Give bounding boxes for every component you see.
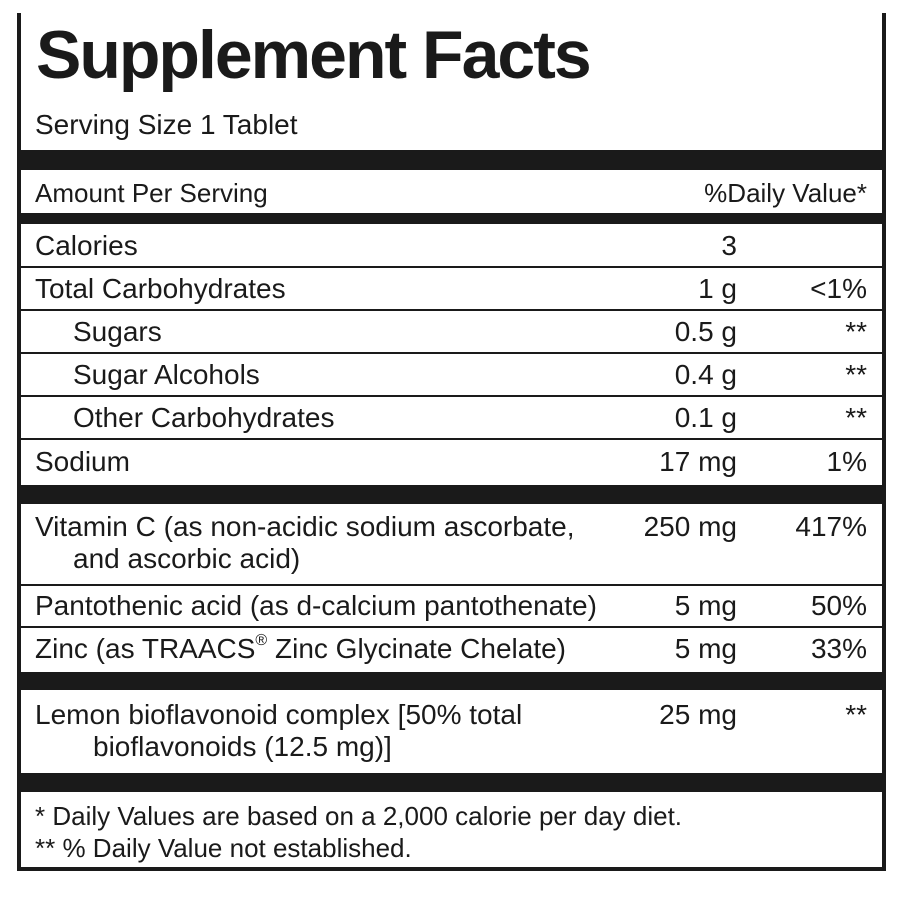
nutrient-amount: 0.4 g bbox=[674, 359, 737, 390]
registered-mark: ® bbox=[255, 632, 268, 649]
nutrient-dv: 50% bbox=[810, 590, 867, 621]
row-divider bbox=[21, 309, 882, 311]
nutrient-name: Sodium bbox=[35, 446, 130, 477]
nutrient-name: Vitamin C (as non-acidic sodium ascorbat… bbox=[35, 513, 575, 573]
table-row: Total Carbohydrates 1 g <1% bbox=[21, 275, 882, 311]
table-row: Sodium 17 mg 1% bbox=[21, 448, 882, 484]
nutrient-name: Pantothenic acid (as d-calcium pantothen… bbox=[35, 590, 597, 621]
thick-divider bbox=[21, 150, 882, 170]
row-divider bbox=[21, 438, 882, 440]
nutrient-name: Sugar Alcohols bbox=[73, 359, 260, 390]
nutrient-dv: ** bbox=[845, 402, 867, 433]
nutrient-name-line2: and ascorbic acid) bbox=[73, 543, 301, 574]
nutrient-dv: 1% bbox=[826, 446, 867, 477]
nutrient-amount: 0.1 g bbox=[674, 402, 737, 433]
table-row: Pantothenic acid (as d-calcium pantothen… bbox=[21, 592, 882, 628]
nutrient-dv: ** bbox=[845, 316, 867, 347]
nutrient-dv: 417% bbox=[795, 511, 867, 542]
table-row: Sugars 0.5 g ** bbox=[21, 318, 882, 354]
nutrient-amount: 25 mg bbox=[659, 699, 737, 730]
thick-divider bbox=[21, 672, 882, 690]
row-divider bbox=[21, 626, 882, 628]
nutrient-dv: <1% bbox=[810, 273, 867, 304]
nutrient-name: Zinc (as TRAACS® Zinc Glycinate Chelate) bbox=[35, 632, 567, 664]
nutrient-name-line2: bioflavonoids (12.5 mg)] bbox=[93, 731, 392, 762]
row-divider bbox=[21, 266, 882, 268]
table-row: Vitamin C (as non-acidic sodium ascorbat… bbox=[21, 513, 882, 585]
nutrient-name: Total Carbohydrates bbox=[35, 273, 286, 304]
amount-per-serving-label: Amount Per Serving bbox=[35, 178, 268, 208]
table-row: Lemon bioflavonoid complex [50% total bi… bbox=[21, 701, 882, 773]
row-divider bbox=[21, 352, 882, 354]
table-row: Other Carbohydrates 0.1 g ** bbox=[21, 404, 882, 440]
nutrient-name: Calories bbox=[35, 230, 138, 261]
panel-title: Supplement Facts bbox=[36, 17, 592, 93]
nutrient-dv: ** bbox=[845, 359, 867, 390]
nutrient-name: Sugars bbox=[73, 316, 162, 347]
row-divider bbox=[21, 395, 882, 397]
nutrient-name: Lemon bioflavonoid complex [50% total bi… bbox=[35, 701, 522, 761]
serving-size: Serving Size 1 Tablet bbox=[35, 109, 298, 140]
nutrient-amount: 5 mg bbox=[674, 590, 737, 621]
table-row: Zinc (as TRAACS® Zinc Glycinate Chelate)… bbox=[21, 632, 882, 671]
nutrient-name-line1: Lemon bioflavonoid complex [50% total bbox=[35, 699, 523, 730]
medium-divider bbox=[21, 213, 882, 224]
header-row: Amount Per Serving %Daily Value* bbox=[21, 176, 882, 212]
nutrient-name: Other Carbohydrates bbox=[73, 402, 335, 433]
nutrient-dv: ** bbox=[845, 699, 867, 730]
nutrient-amount: 250 mg bbox=[643, 511, 737, 542]
nutrient-name-part: Zinc Glycinate Chelate) bbox=[267, 633, 567, 664]
nutrient-amount: 5 mg bbox=[674, 633, 737, 664]
nutrient-name-line1: Vitamin C (as non-acidic sodium ascorbat… bbox=[35, 511, 575, 542]
nutrient-dv: 33% bbox=[810, 633, 867, 664]
thick-divider bbox=[21, 485, 882, 504]
footnote-daily-values: * Daily Values are based on a 2,000 calo… bbox=[35, 801, 683, 831]
table-row: Sugar Alcohols 0.4 g ** bbox=[21, 361, 882, 397]
nutrient-amount: 1 g bbox=[698, 273, 737, 304]
footnote-not-established: ** % Daily Value not established. bbox=[35, 833, 412, 863]
supplement-facts-panel: Supplement Facts Serving Size 1 Tablet A… bbox=[17, 13, 886, 871]
nutrient-amount: 3 bbox=[721, 230, 737, 261]
daily-value-label: %Daily Value* bbox=[704, 178, 867, 208]
nutrient-amount: 0.5 g bbox=[674, 316, 737, 347]
table-row: Calories 3 bbox=[21, 232, 882, 268]
row-divider bbox=[21, 584, 882, 586]
nutrient-name-part: Zinc (as TRAACS bbox=[35, 633, 256, 664]
thick-divider bbox=[21, 773, 882, 792]
nutrient-amount: 17 mg bbox=[659, 446, 737, 477]
